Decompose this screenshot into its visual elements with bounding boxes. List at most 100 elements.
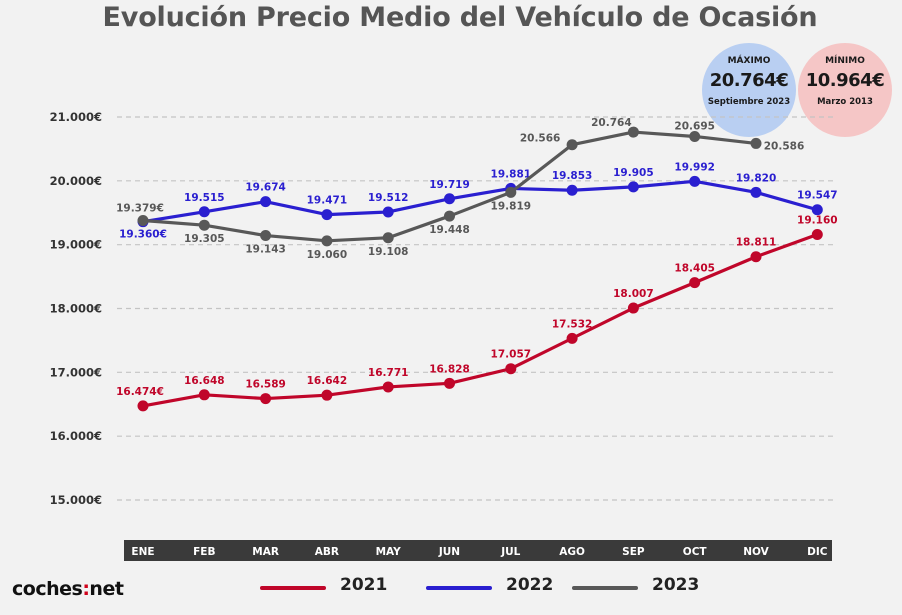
min-badge-value: 10.964€	[805, 70, 885, 91]
data-label-2022: 19.515	[184, 192, 225, 204]
x-tick-label: MAY	[376, 546, 402, 558]
data-label-2022: 19.905	[613, 167, 654, 179]
max-price-badge: MÁXIMO 20.764€ Septiembre 2023	[702, 43, 796, 137]
x-tick-label: OCT	[683, 546, 708, 558]
data-point-2022	[750, 186, 762, 198]
data-point-2022	[321, 209, 333, 221]
data-label-2021: 16.474€	[116, 386, 164, 398]
max-badge-date: Septiembre 2023	[707, 97, 791, 107]
data-point-2021	[321, 389, 333, 401]
data-label-2022: 19.471	[307, 195, 348, 207]
y-tick-label: 17.000€	[50, 365, 102, 379]
logo-accent: :	[82, 578, 90, 600]
legend-label-2023: 2023	[652, 575, 700, 595]
data-point-2023	[627, 126, 639, 138]
data-point-2022	[566, 184, 578, 196]
logo-text-suffix: net	[89, 578, 124, 600]
data-point-2023	[566, 139, 578, 151]
data-point-2022	[627, 181, 639, 193]
data-label-2021: 17.057	[491, 349, 532, 361]
data-point-2021	[260, 393, 272, 405]
data-point-2023	[321, 235, 333, 247]
data-label-2022: 19.992	[674, 161, 715, 173]
legend-label-2022: 2022	[506, 575, 554, 595]
data-point-2023	[750, 137, 762, 149]
data-label-2023: 19.305	[184, 233, 225, 245]
data-label-2023: 19.819	[491, 200, 532, 212]
data-point-2023	[444, 210, 455, 222]
x-tick-label: ENE	[131, 546, 154, 558]
page-title: Evolución Precio Medio del Vehículo de O…	[102, 2, 818, 33]
x-tick-label: DIC	[807, 546, 828, 558]
legend-swatch-2023	[572, 586, 638, 590]
data-point-2021	[627, 302, 639, 314]
x-tick-label: FEB	[193, 546, 215, 558]
data-label-2023: 19.379€	[116, 202, 164, 214]
legend-swatch-2021	[260, 586, 326, 590]
max-badge-value: 20.764€	[709, 70, 789, 91]
data-label-2023: 20.764	[591, 117, 632, 129]
data-label-2023: 19.108	[368, 246, 409, 258]
data-point-2022	[198, 206, 210, 218]
data-point-2023	[689, 130, 701, 142]
data-label-2021: 16.642	[307, 375, 348, 387]
data-point-2022	[444, 193, 455, 205]
data-label-2021: 18.405	[674, 263, 715, 275]
data-point-2021	[137, 400, 149, 412]
data-label-2022: 19.512	[368, 192, 409, 204]
data-label-2023: 19.448	[429, 224, 470, 236]
data-label-2021: 17.532	[552, 318, 593, 330]
x-tick-label: SEP	[622, 546, 645, 558]
data-label-2021: 19.160	[797, 214, 838, 226]
y-tick-label: 20.000€	[50, 174, 102, 188]
min-badge-label: MÍNIMO	[825, 56, 865, 66]
data-label-2022: 19.820	[736, 172, 777, 184]
data-label-2022: 19.360€	[119, 229, 167, 241]
data-point-2021	[505, 363, 517, 375]
data-label-2022: 19.719	[429, 179, 470, 191]
data-point-2022	[382, 206, 394, 218]
legend-label-2021: 2021	[340, 575, 388, 595]
data-point-2021	[750, 251, 762, 263]
x-tick-label: JUL	[500, 546, 520, 558]
data-label-2021: 18.811	[736, 237, 777, 249]
max-badge-label: MÁXIMO	[727, 56, 771, 66]
y-tick-label: 19.000€	[50, 238, 102, 252]
data-label-2023: 20.586	[764, 140, 805, 152]
y-tick-label: 15.000€	[50, 493, 102, 507]
data-point-2021	[566, 332, 578, 344]
data-label-2021: 16.589	[245, 379, 286, 391]
x-tick-label: MAR	[252, 546, 279, 558]
data-point-2023	[198, 219, 210, 231]
data-label-2021: 16.648	[184, 375, 225, 387]
data-label-2022: 19.881	[491, 168, 532, 180]
y-tick-label: 16.000€	[50, 429, 102, 443]
x-tick-label: AGO	[559, 546, 585, 558]
x-tick-label: JUN	[438, 546, 460, 558]
data-point-2023	[382, 232, 394, 244]
data-point-2022	[811, 204, 823, 216]
y-tick-label: 18.000€	[50, 302, 102, 316]
data-label-2022: 19.547	[797, 190, 838, 202]
chart-legend: 2021 2022 2023	[260, 572, 700, 598]
data-label-2023: 20.566	[520, 133, 561, 145]
logo-text: coches	[12, 578, 83, 600]
data-label-2023: 19.143	[245, 244, 286, 256]
x-tick-label: ABR	[315, 546, 339, 558]
min-badge-date: Marzo 2013	[817, 97, 873, 107]
data-point-2023	[260, 230, 272, 242]
data-point-2021	[382, 381, 394, 393]
data-label-2021: 16.828	[429, 363, 470, 375]
data-point-2023	[137, 214, 149, 226]
data-point-2022	[260, 196, 272, 208]
cochesnet-logo: coches:net	[12, 578, 124, 600]
data-point-2021	[811, 228, 823, 240]
series-line-2021	[142, 232, 818, 408]
data-label-2022: 19.674	[245, 182, 286, 194]
data-point-2022	[689, 175, 701, 187]
data-point-2023	[505, 186, 517, 198]
data-label-2023: 20.695	[674, 120, 715, 132]
data-point-2021	[689, 277, 701, 289]
data-label-2021: 16.771	[368, 367, 409, 379]
min-price-badge: MÍNIMO 10.964€ Marzo 2013	[798, 43, 892, 137]
